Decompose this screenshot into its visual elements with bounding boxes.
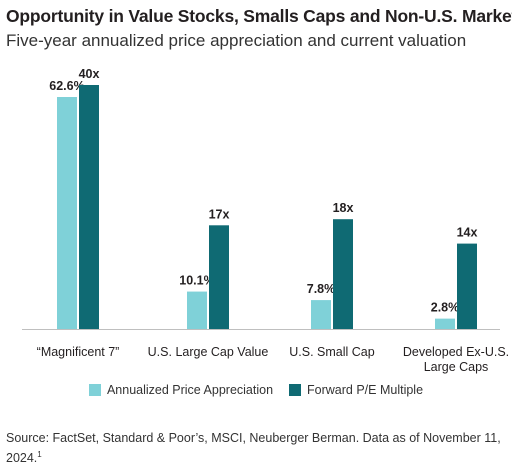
- legend-item-forward-pe: Forward P/E Multiple: [289, 383, 423, 397]
- bar-chart: 62.6%40x “Magnificent 7” 10.1% 17x U.S. Larg…: [22, 67, 509, 374]
- source-text: Source: FactSet, Standard & Poor’s, MSCI…: [6, 431, 501, 465]
- footnote-marker: 1: [37, 449, 42, 459]
- chart-title: Opportunity in Value Stocks, Smalls Caps…: [6, 6, 512, 26]
- legend-label-price-appreciation: Annualized Price Appreciation: [106, 383, 274, 397]
- bar-price-appreciation-2: [311, 300, 331, 329]
- legend: Annualized Price Appreciation Forward P/…: [0, 383, 512, 397]
- bar-forward-pe-3: [457, 243, 477, 329]
- category-label-1: U.S. Large Cap Value: [148, 345, 269, 359]
- data-label-forward-pe-2: 18x: [333, 201, 354, 215]
- legend-swatch-price-appreciation: [88, 384, 101, 396]
- source-note: Source: FactSet, Standard & Poor’s, MSCI…: [6, 428, 506, 468]
- bar-forward-pe-0: [79, 85, 99, 329]
- category-label-3: Developed Ex-U.S.: [403, 345, 509, 359]
- bar-forward-pe-2: [333, 219, 353, 329]
- chart-subtitle: Five-year annualized price appreciation …: [6, 31, 467, 50]
- category-label-2: U.S. Small Cap: [289, 345, 374, 359]
- legend-swatch-forward-pe: [289, 384, 302, 396]
- bar-price-appreciation-1: [187, 291, 207, 329]
- bar-forward-pe-1: [209, 225, 229, 329]
- data-label-price-appreciation-1: 10.1%: [179, 274, 214, 288]
- legend-item-price-appreciation: Annualized Price Appreciation: [88, 383, 274, 397]
- data-label-price-appreciation-0: 62.6%: [49, 79, 84, 93]
- category-label-0: “Magnificent 7”: [37, 345, 120, 359]
- bar-price-appreciation-3: [435, 318, 455, 329]
- data-label-forward-pe-0: 40x: [79, 67, 100, 81]
- data-label-forward-pe-1: 17x: [209, 207, 230, 221]
- data-label-forward-pe-3: 14x: [457, 226, 478, 240]
- data-label-price-appreciation-2: 7.8%: [307, 282, 336, 296]
- legend-label-forward-pe: Forward P/E Multiple: [307, 383, 424, 397]
- category-label-3-line-1: Large Caps: [424, 360, 489, 374]
- data-label-price-appreciation-3: 2.8%: [431, 301, 460, 315]
- bar-price-appreciation-0: [57, 97, 77, 329]
